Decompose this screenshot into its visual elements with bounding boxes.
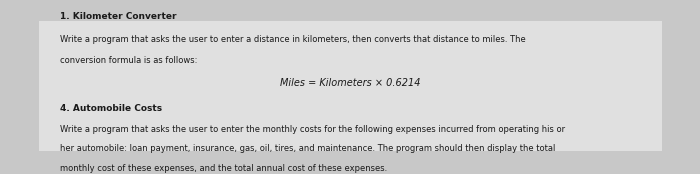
Text: conversion formula is as follows:: conversion formula is as follows: (60, 56, 197, 65)
Text: Miles = Kilometers × 0.6214: Miles = Kilometers × 0.6214 (280, 78, 420, 88)
Text: her automobile: loan payment, insurance, gas, oil, tires, and maintenance. The p: her automobile: loan payment, insurance,… (60, 144, 555, 153)
FancyBboxPatch shape (38, 21, 661, 151)
Text: 4. Automobile Costs: 4. Automobile Costs (60, 104, 162, 113)
Text: Write a program that asks the user to enter a distance in kilometers, then conve: Write a program that asks the user to en… (60, 35, 525, 44)
Text: monthly cost of these expenses, and the total annual cost of these expenses.: monthly cost of these expenses, and the … (60, 164, 386, 173)
Text: 1. Kilometer Converter: 1. Kilometer Converter (60, 12, 176, 21)
Text: Write a program that asks the user to enter the monthly costs for the following : Write a program that asks the user to en… (60, 125, 565, 134)
